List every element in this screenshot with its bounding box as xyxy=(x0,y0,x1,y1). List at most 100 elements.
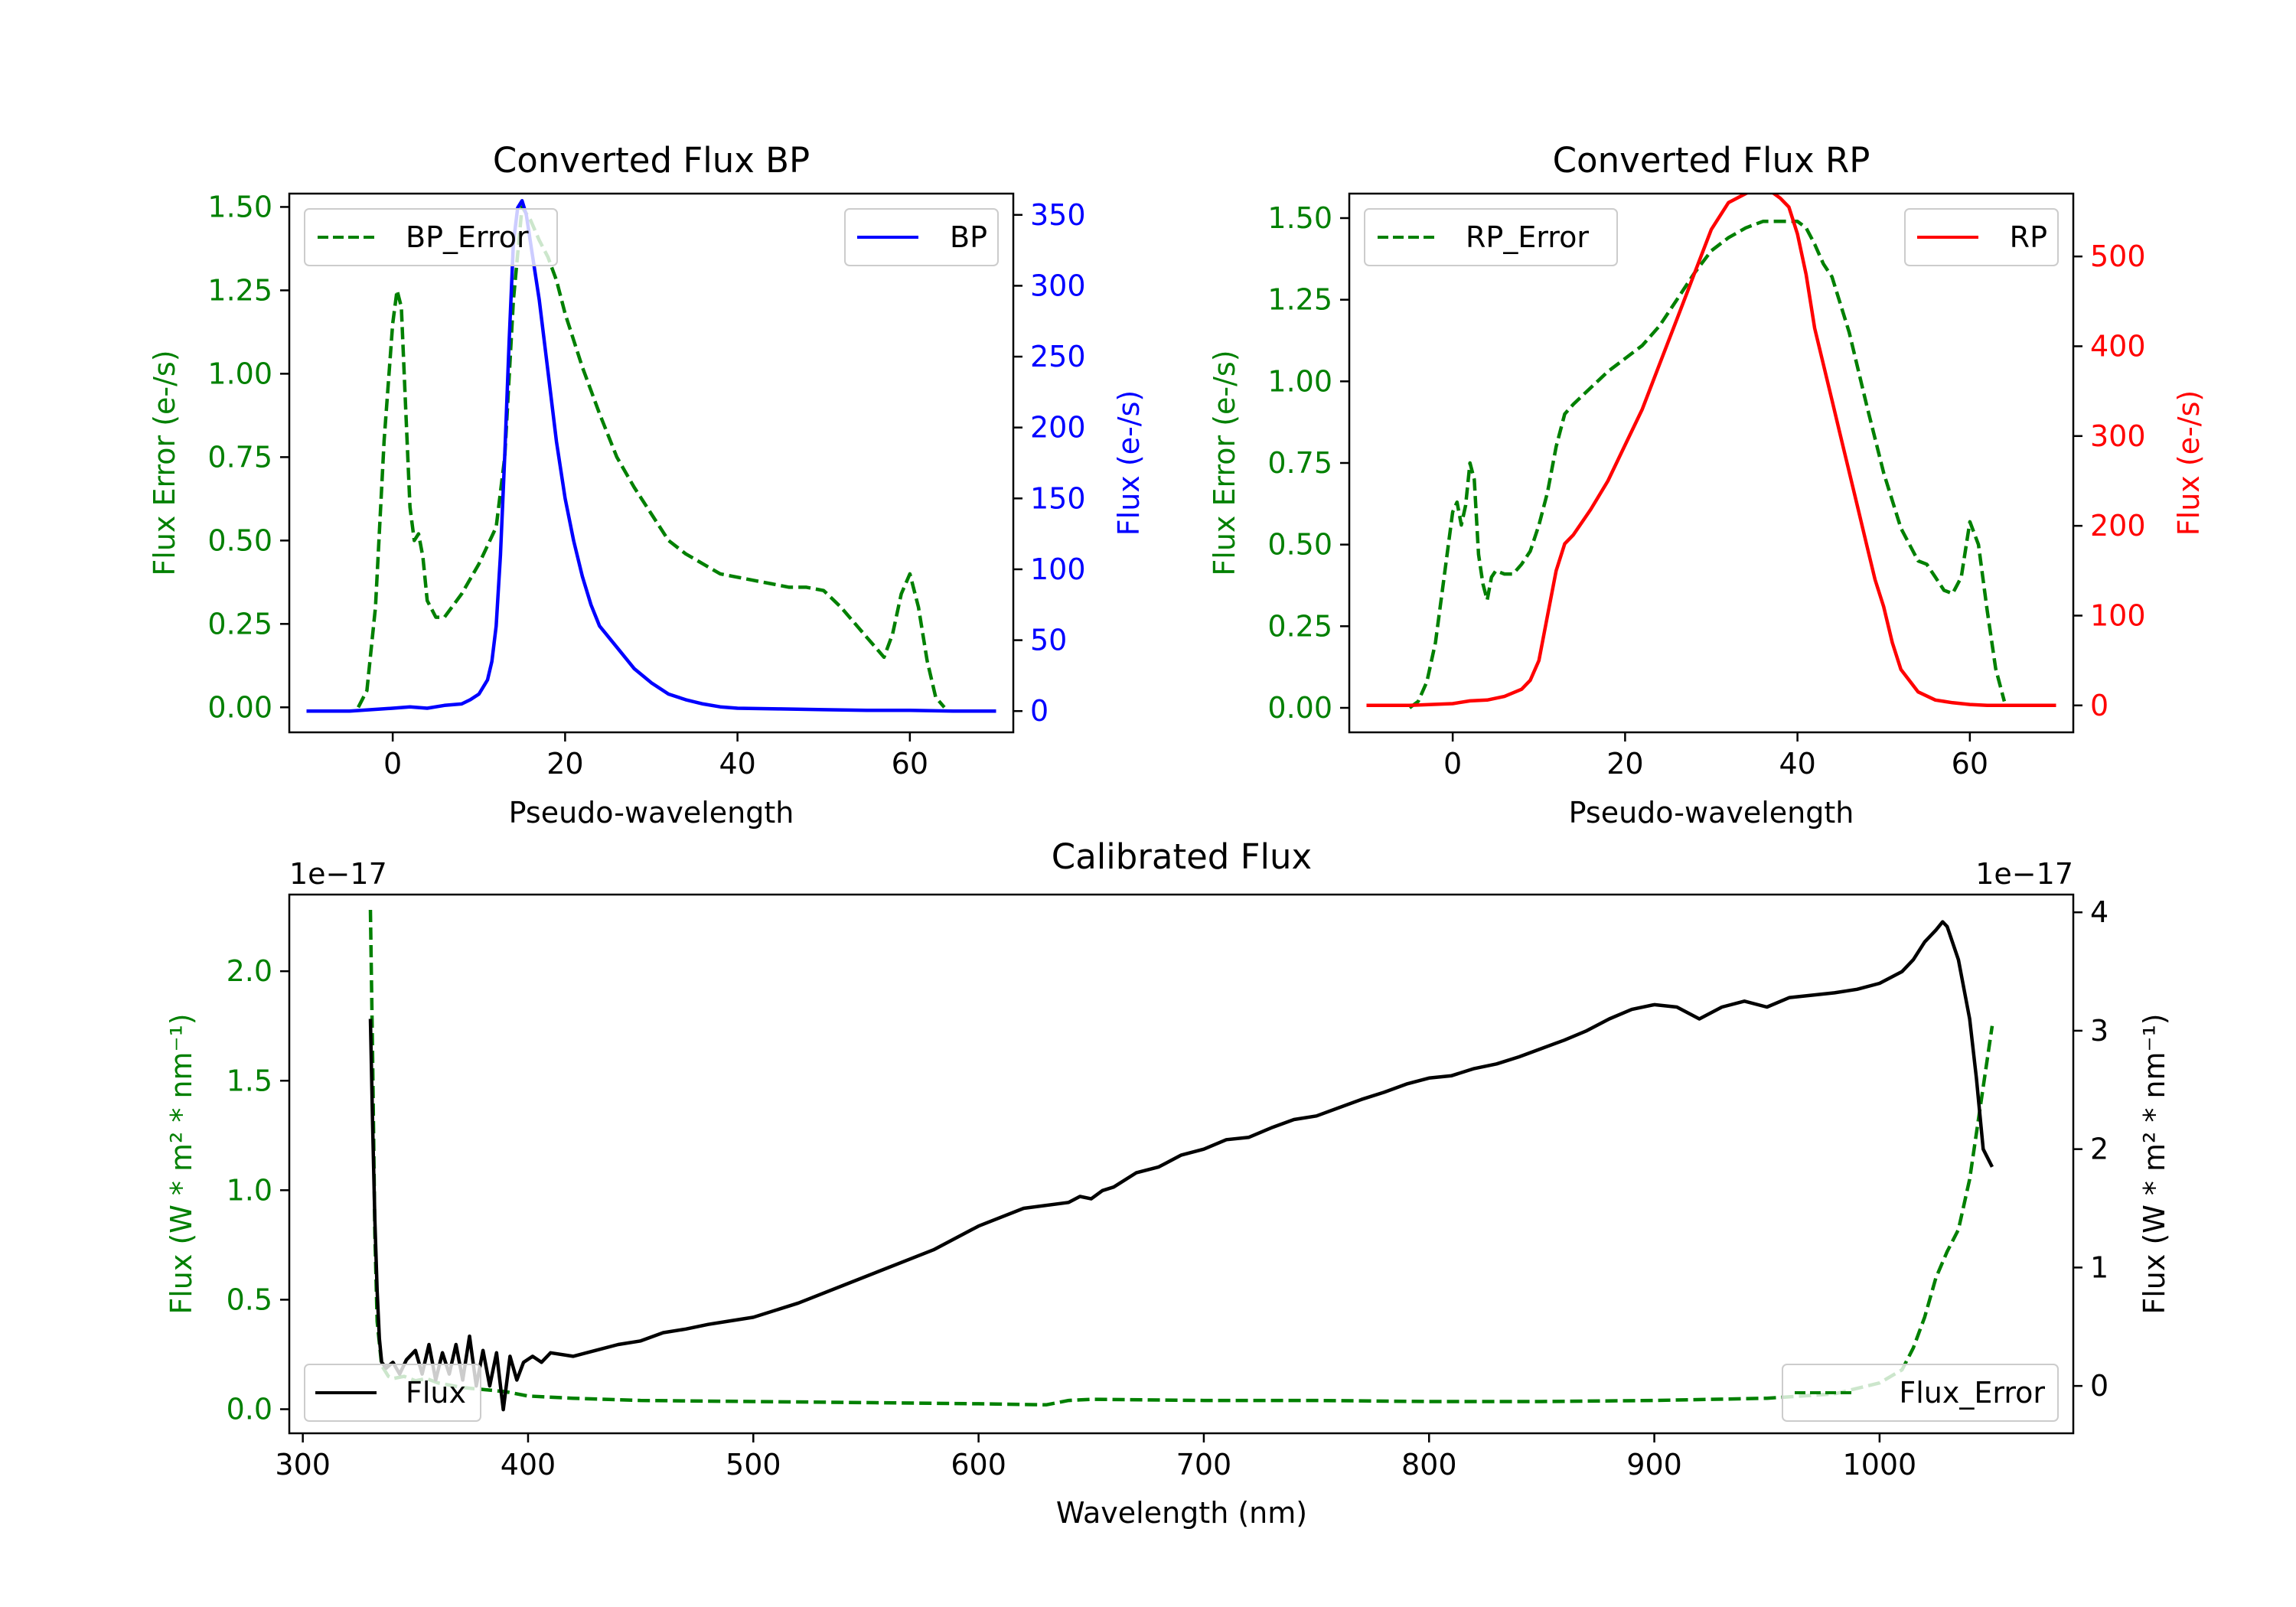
y-tick-label-right: 300 xyxy=(1030,269,1086,302)
cal-x-label: Wavelength (nm) xyxy=(1056,1496,1307,1530)
y-tick-label-left: 1.5 xyxy=(227,1064,272,1097)
y-tick-label-left: 0.5 xyxy=(227,1283,272,1316)
cal-y-label-right: Flux (W * m² * nm⁻¹) xyxy=(2138,1013,2171,1314)
legend-box xyxy=(844,208,999,266)
cal-offset-left: 1e−17 xyxy=(289,857,387,891)
x-tick-label: 60 xyxy=(892,747,928,781)
cal-offset-right: 1e−17 xyxy=(1975,857,2073,891)
y-tick-label-right: 1 xyxy=(2090,1250,2108,1284)
y-tick-label-left: 0.25 xyxy=(207,607,272,641)
y-tick-label-right: 200 xyxy=(1030,411,1086,445)
panel-bp: Converted Flux BP 0 20 40 60 0.00 0.25 0.50 0.7… xyxy=(148,140,1146,830)
y-tick-label-left: 1.00 xyxy=(1267,364,1332,398)
y-tick-label-right: 50 xyxy=(1030,624,1067,657)
y-tick-label-left: 0.00 xyxy=(207,690,272,724)
x-tick-label: 0 xyxy=(1443,747,1462,781)
y-tick-label-left: 0.0 xyxy=(227,1393,272,1426)
x-tick-label: 1000 xyxy=(1843,1448,1917,1482)
y-tick-label-right: 300 xyxy=(2090,419,2146,453)
bp-ticks: 0 20 40 60 0.00 0.25 0.50 0.75 1.00 1.25 1.50 0 50 10… xyxy=(207,190,1085,781)
x-tick-label: 600 xyxy=(951,1448,1006,1482)
y-tick-label-right: 2 xyxy=(2090,1133,2108,1166)
x-tick-label: 60 xyxy=(1952,747,1988,781)
cal-title: Calibrated Flux xyxy=(1052,836,1312,877)
y-tick-label-right: 500 xyxy=(2090,240,2146,273)
y-tick-label-right: 250 xyxy=(1030,340,1086,373)
y-tick-label-left: 0.50 xyxy=(207,523,272,557)
x-tick-label: 40 xyxy=(719,747,755,781)
y-tick-label-right: 350 xyxy=(1030,198,1086,232)
x-tick-label: 40 xyxy=(1779,747,1815,781)
rp-y-label-left: Flux Error (e-/s) xyxy=(1208,350,1241,575)
rp-title: Converted Flux RP xyxy=(1553,140,1870,181)
y-tick-label-left: 1.00 xyxy=(207,357,272,390)
series-rp xyxy=(1366,194,2056,708)
bp-legend-flux: BP xyxy=(844,208,999,266)
legend-box xyxy=(304,1364,481,1422)
rp-axes-frame xyxy=(1348,192,2075,734)
cal-legend-error: Flux_Error xyxy=(1782,1364,2059,1422)
series-bp-error xyxy=(357,205,946,709)
legend-label: BP xyxy=(950,220,987,254)
cal-ticks: 300 400 500 600 700 800 900 1000 0.0 0.5 1.0 1.5 2.0… xyxy=(227,895,2109,1482)
x-tick-label: 700 xyxy=(1176,1448,1232,1482)
legend-label: Flux_Error xyxy=(1899,1376,2045,1410)
bp-y-label-left: Flux Error (e-/s) xyxy=(148,350,181,575)
bp-y-label-right: Flux (e-/s) xyxy=(1112,390,1146,536)
y-tick-label-right: 0 xyxy=(2090,1369,2108,1403)
legend-box xyxy=(1904,208,2059,266)
y-tick-label-right: 3 xyxy=(2090,1014,2108,1048)
y-tick-label-right: 4 xyxy=(2090,895,2108,929)
y-tick-label-right: 100 xyxy=(1030,553,1086,586)
legend-label: RP xyxy=(2010,220,2047,254)
legend-label: RP_Error xyxy=(1466,220,1589,254)
rp-y-label-right: Flux (e-/s) xyxy=(2172,390,2206,536)
y-tick-label-left: 0.75 xyxy=(207,440,272,474)
y-tick-label-right: 100 xyxy=(2090,598,2146,632)
bp-title: Converted Flux BP xyxy=(493,140,810,181)
y-tick-label-right: 400 xyxy=(2090,329,2146,363)
series-bp xyxy=(306,199,996,713)
cal-axes-frame xyxy=(288,893,2075,1435)
bp-marks xyxy=(306,199,996,713)
y-tick-label-left: 0.50 xyxy=(1267,528,1332,562)
x-tick-label: 0 xyxy=(383,747,402,781)
y-tick-label-left: 2.0 xyxy=(227,954,272,988)
rp-x-label: Pseudo-wavelength xyxy=(1569,796,1854,830)
y-tick-label-left: 0.25 xyxy=(1267,609,1332,643)
series-rp-error xyxy=(1408,220,2007,709)
x-tick-label: 800 xyxy=(1401,1448,1457,1482)
bp-legend-error: BP_Error xyxy=(304,208,558,266)
x-tick-label: 300 xyxy=(275,1448,331,1482)
y-tick-label-left: 1.50 xyxy=(1267,201,1332,235)
x-tick-label: 400 xyxy=(501,1448,556,1482)
x-tick-label: 500 xyxy=(726,1448,781,1482)
y-tick-label-left: 1.50 xyxy=(207,190,272,223)
y-tick-label-left: 1.0 xyxy=(227,1173,272,1207)
bp-x-label: Pseudo-wavelength xyxy=(509,796,794,830)
rp-ticks: 0 20 40 60 0.00 0.25 0.50 0.75 1.00 1.25 1.50 0 100 2… xyxy=(1267,201,2145,781)
cal-marks xyxy=(368,909,1994,1412)
y-tick-label-left: 1.25 xyxy=(207,273,272,307)
y-tick-label-left: 1.25 xyxy=(1267,283,1332,317)
bp-axes-frame xyxy=(288,192,1015,734)
rp-legend-flux: RP xyxy=(1904,208,2059,266)
y-tick-label-right: 150 xyxy=(1030,481,1086,515)
legend-box xyxy=(1364,208,1618,266)
legend-label: Flux xyxy=(406,1376,466,1410)
y-tick-label-right: 200 xyxy=(2090,509,2146,543)
legend-box xyxy=(1782,1364,2059,1422)
y-tick-label-left: 0.75 xyxy=(1267,446,1332,480)
legend-box xyxy=(304,208,558,266)
legend-label: BP_Error xyxy=(406,220,529,254)
rp-marks xyxy=(1366,194,2056,709)
panel-rp: Converted Flux RP 0 20 40 60 0.00 0.25 0.50 0.7… xyxy=(1208,140,2206,830)
series-flux xyxy=(368,920,1994,1412)
x-tick-label: 20 xyxy=(1606,747,1643,781)
x-tick-label: 900 xyxy=(1626,1448,1682,1482)
x-tick-label: 20 xyxy=(546,747,583,781)
cal-legend-flux: Flux xyxy=(304,1364,481,1422)
rp-legend-error: RP_Error xyxy=(1364,208,1618,266)
cal-y-label-left: Flux (W * m² * nm⁻¹) xyxy=(165,1013,198,1314)
